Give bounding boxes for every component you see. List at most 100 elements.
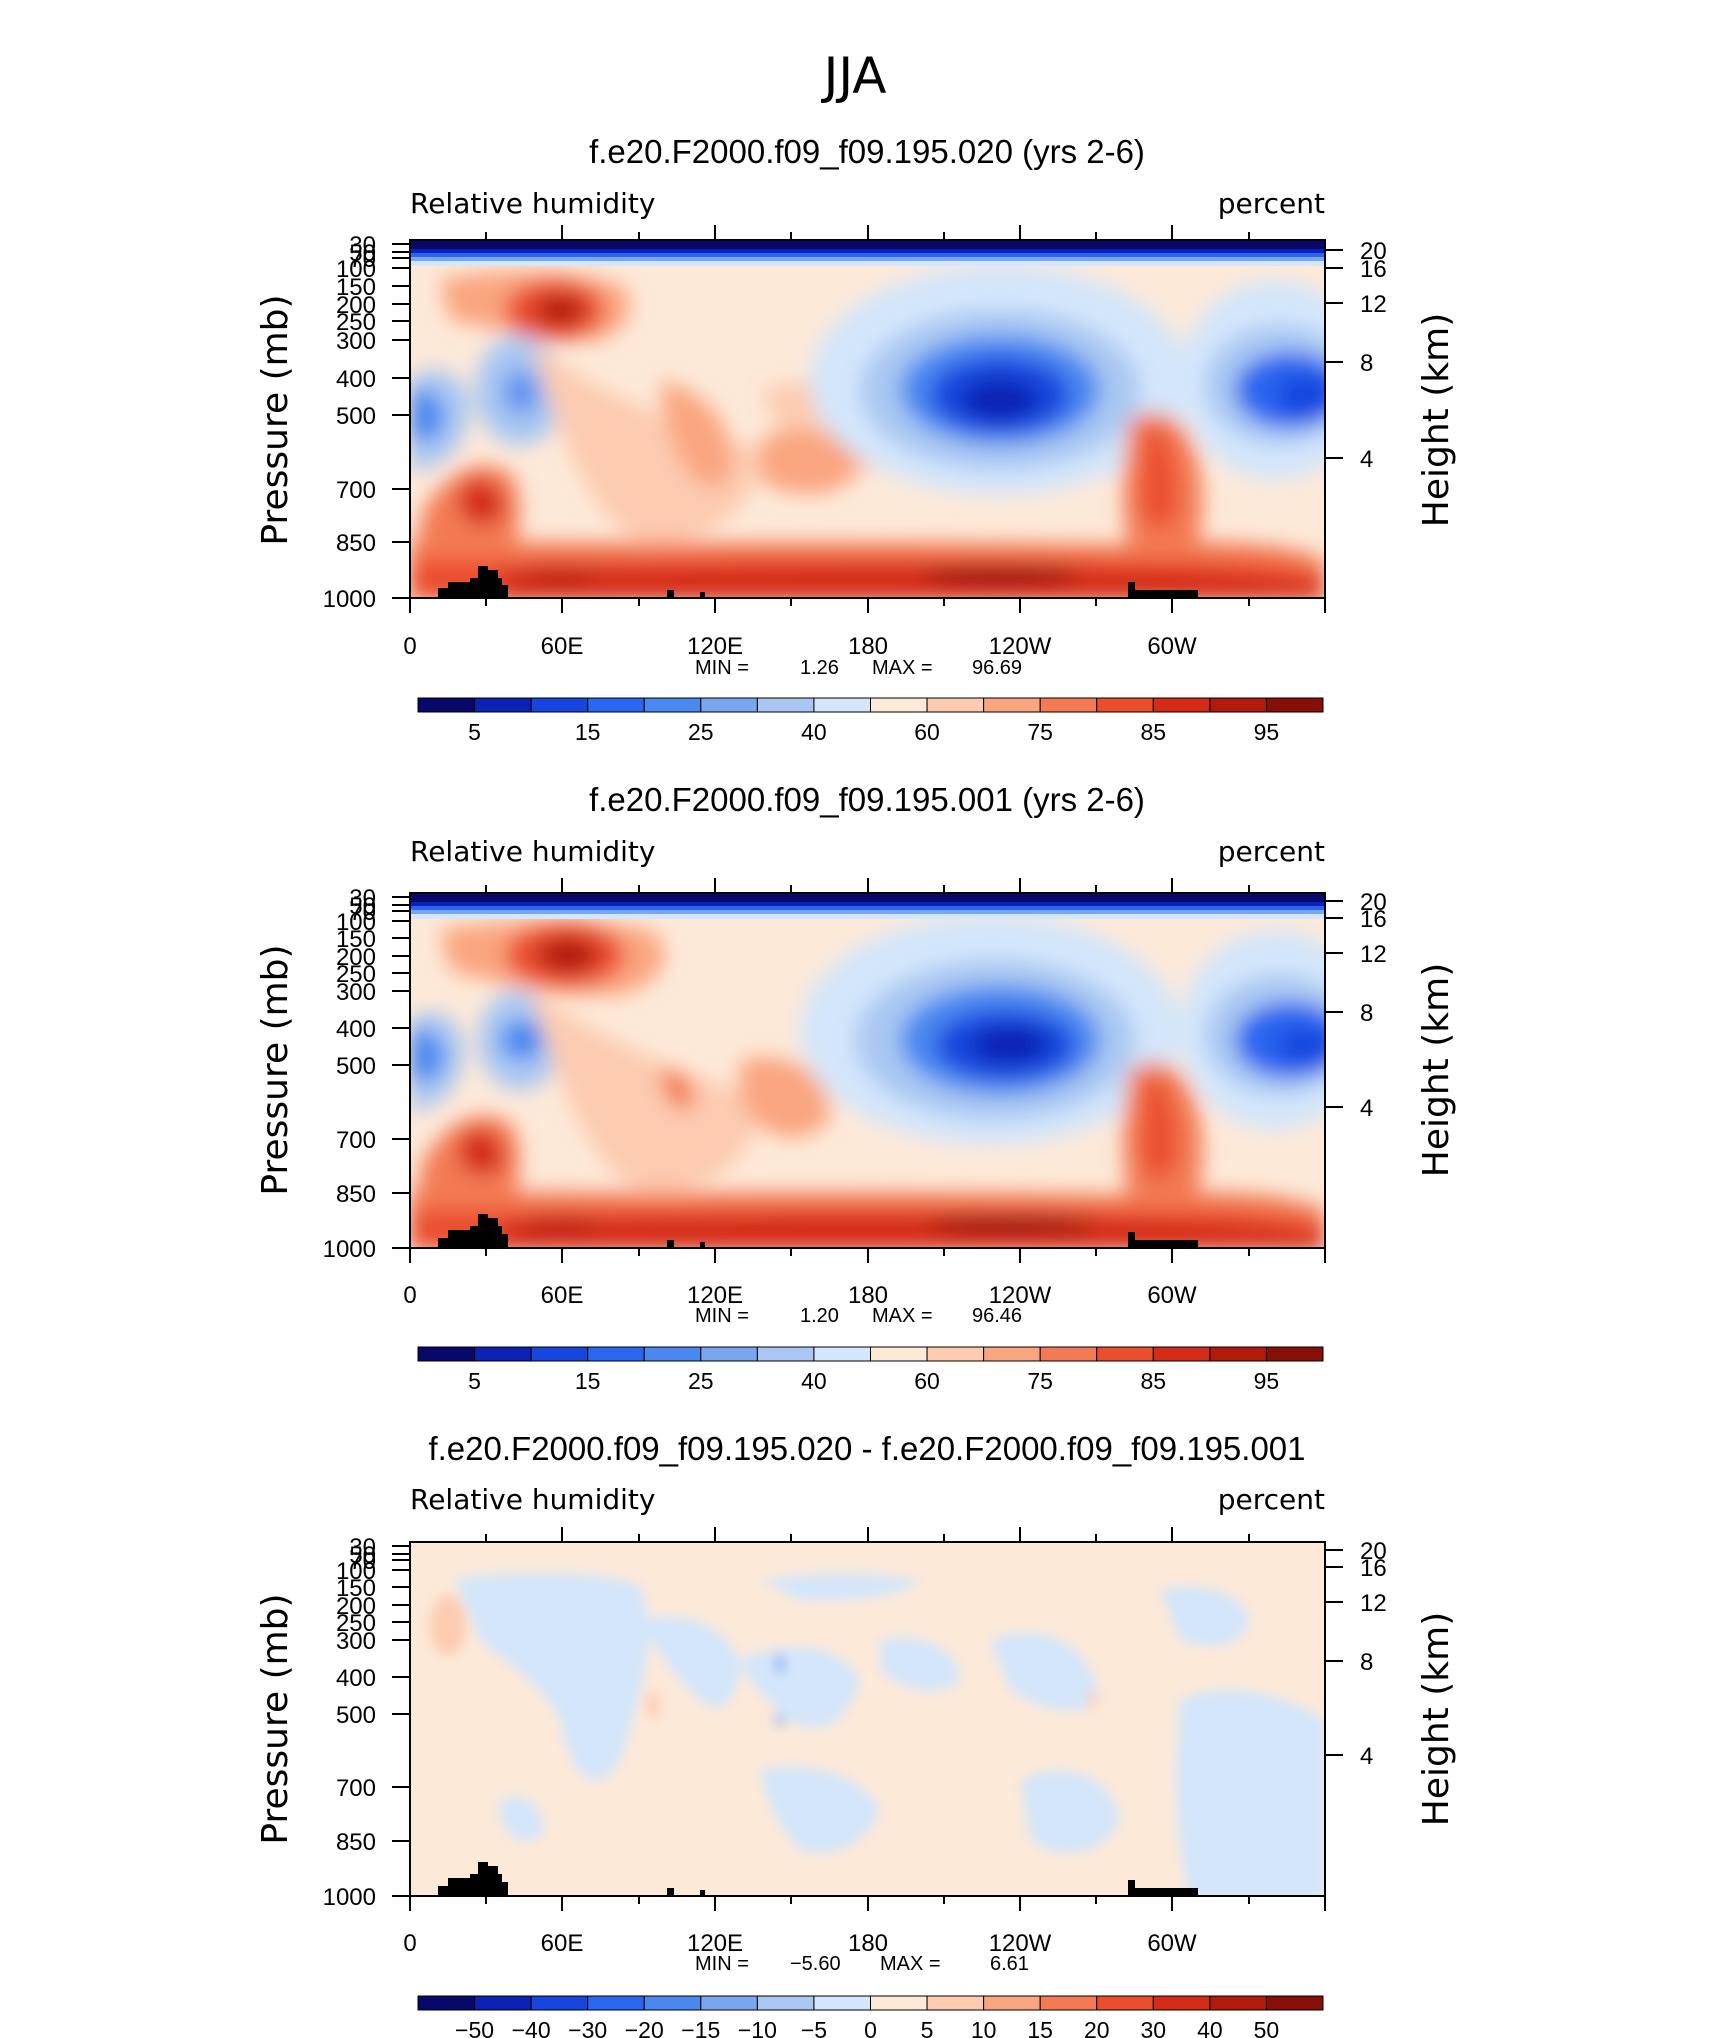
panel-2-y2-axis-title: Height (km) xyxy=(1416,963,1457,1177)
colorbar-1-box xyxy=(870,697,928,713)
colorbar-2-box xyxy=(870,1346,928,1362)
panel-3-tick-marks xyxy=(392,1527,1343,1911)
svg-text:250: 250 xyxy=(336,961,376,988)
svg-text:20: 20 xyxy=(1360,1538,1387,1565)
svg-text:850: 850 xyxy=(336,530,376,557)
colorbar-1-label: 85 xyxy=(1141,719,1167,745)
colorbar-3-box xyxy=(813,1995,871,2011)
panel-3-field xyxy=(410,1542,1325,1896)
colorbar-2-label: 60 xyxy=(914,1368,940,1394)
panel-3: f.e20.F2000.f09_f09.195.020 - f.e20.F200… xyxy=(255,1430,1457,2038)
svg-text:180: 180 xyxy=(848,1930,888,1957)
colorbar-2-box xyxy=(813,1346,871,1362)
panel-1-x-tick-labels: 0 60E 120E 180 120W 60W xyxy=(403,633,1197,660)
colorbar-3-box xyxy=(1039,1995,1098,2011)
colorbar-2-box xyxy=(983,1346,1041,1362)
colorbar-3-box xyxy=(756,1995,815,2011)
svg-text:850: 850 xyxy=(336,1829,376,1856)
colorbar-1-box xyxy=(1096,697,1154,713)
panel-2-contours xyxy=(410,915,1325,1248)
colorbar-1-label: 40 xyxy=(801,719,827,745)
colorbar-3-label: 5 xyxy=(921,2017,934,2038)
colorbar-1-box xyxy=(417,697,476,713)
svg-text:200: 200 xyxy=(336,944,376,971)
colorbar-3-label: 50 xyxy=(1254,2017,1280,2038)
colorbar-3-label: 10 xyxy=(971,2017,997,2038)
panel-1-units-label: percent xyxy=(1218,187,1325,220)
svg-text:100: 100 xyxy=(336,1558,376,1585)
colorbar-3-label: −50 xyxy=(455,2017,494,2038)
svg-text:50: 50 xyxy=(349,1542,376,1569)
panel-2-y-tick-labels: 30 50 70 100 150 200 250 300 400 500 700… xyxy=(323,885,376,1263)
svg-text:250: 250 xyxy=(336,309,376,336)
colorbar-1-box xyxy=(1152,697,1211,713)
colorbar-1-box xyxy=(643,697,702,713)
svg-text:0: 0 xyxy=(403,1282,416,1309)
svg-text:MAX =: MAX = xyxy=(872,657,933,679)
svg-text:200: 200 xyxy=(336,1593,376,1620)
colorbar-2-box xyxy=(530,1346,589,1362)
colorbar-3-label: −5 xyxy=(801,2017,827,2038)
svg-text:8: 8 xyxy=(1360,1649,1373,1676)
svg-text:20: 20 xyxy=(1360,889,1387,916)
svg-text:4: 4 xyxy=(1360,1095,1373,1122)
svg-text:250: 250 xyxy=(336,1610,376,1637)
svg-text:50: 50 xyxy=(349,893,376,920)
svg-text:96.69: 96.69 xyxy=(972,657,1022,679)
colorbar-2-box xyxy=(700,1346,758,1362)
svg-text:12: 12 xyxy=(1360,291,1387,318)
svg-text:60W: 60W xyxy=(1147,1930,1197,1957)
svg-text:96.46: 96.46 xyxy=(972,1305,1022,1327)
colorbar-3-box xyxy=(926,1995,985,2011)
svg-text:300: 300 xyxy=(336,1628,376,1655)
colorbar-3-label: 40 xyxy=(1197,2017,1223,2038)
colorbar-2-label: 5 xyxy=(468,1368,481,1394)
colorbar-3-box xyxy=(1096,1995,1154,2011)
svg-text:500: 500 xyxy=(336,403,376,430)
colorbar-2-box xyxy=(756,1346,815,1362)
colorbar-2-box xyxy=(1039,1346,1098,1362)
colorbar-1-box xyxy=(1039,697,1098,713)
svg-text:6.61: 6.61 xyxy=(990,1953,1029,1975)
figure-title: JJA xyxy=(821,47,887,105)
colorbar-3-box xyxy=(417,1995,476,2011)
colorbar-3-label: −40 xyxy=(512,2017,551,2038)
svg-text:150: 150 xyxy=(336,274,376,301)
panel-1-stats: MIN = 1.26 MAX = 96.69 xyxy=(695,657,1022,679)
svg-text:1000: 1000 xyxy=(323,586,376,613)
colorbar-2-box xyxy=(1265,1346,1324,1362)
panel-2-topography xyxy=(438,1214,1198,1248)
svg-text:60E: 60E xyxy=(541,633,584,660)
svg-text:60W: 60W xyxy=(1147,633,1197,660)
svg-text:16: 16 xyxy=(1360,256,1387,283)
svg-text:30: 30 xyxy=(349,232,376,259)
svg-text:1.26: 1.26 xyxy=(800,657,839,679)
colorbar-2-label: 25 xyxy=(688,1368,714,1394)
colorbar-1-box xyxy=(530,697,589,713)
colorbar-1-box xyxy=(1209,697,1267,713)
svg-text:MAX =: MAX = xyxy=(880,1953,941,1975)
svg-text:180: 180 xyxy=(848,633,888,660)
panel-1-y2-tick-labels: 20 16 12 8 4 xyxy=(1360,238,1387,473)
svg-text:100: 100 xyxy=(336,909,376,936)
svg-text:12: 12 xyxy=(1360,941,1387,968)
colorbar-3-label: −15 xyxy=(681,2017,720,2038)
panel-1-y-axis-title: Pressure (mb) xyxy=(255,294,296,545)
svg-text:20: 20 xyxy=(1360,238,1387,265)
colorbar-1-box xyxy=(587,697,645,713)
svg-text:60E: 60E xyxy=(541,1930,584,1957)
svg-text:150: 150 xyxy=(336,1575,376,1602)
svg-text:MIN =: MIN = xyxy=(695,1305,749,1327)
colorbar-3-box xyxy=(1265,1995,1324,2011)
colorbar-3-label: −30 xyxy=(568,2017,607,2038)
svg-text:850: 850 xyxy=(336,1181,376,1208)
svg-text:500: 500 xyxy=(336,1702,376,1729)
colorbar-2-box xyxy=(474,1346,532,1362)
panel-2-variable-label: Relative humidity xyxy=(410,835,655,868)
svg-text:16: 16 xyxy=(1360,906,1387,933)
colorbar-2-box xyxy=(1152,1346,1211,1362)
svg-text:400: 400 xyxy=(336,366,376,393)
panel-3-units-label: percent xyxy=(1218,1483,1325,1516)
colorbar-3-box xyxy=(870,1995,928,2011)
svg-text:700: 700 xyxy=(336,1127,376,1154)
